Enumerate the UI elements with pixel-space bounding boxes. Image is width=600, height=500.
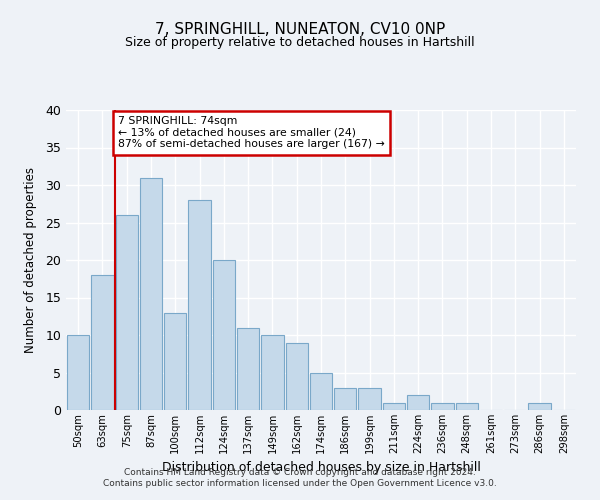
Text: 7 SPRINGHILL: 74sqm
← 13% of detached houses are smaller (24)
87% of semi-detach: 7 SPRINGHILL: 74sqm ← 13% of detached ho… [118, 116, 385, 149]
Bar [334, 388, 356, 410]
Text: Contains HM Land Registry data © Crown copyright and database right 2024.
Contai: Contains HM Land Registry data © Crown c… [103, 468, 497, 487]
Bar [91, 275, 113, 410]
Bar [358, 388, 381, 410]
Text: 7, SPRINGHILL, NUNEATON, CV10 0NP: 7, SPRINGHILL, NUNEATON, CV10 0NP [155, 22, 445, 38]
Bar [529, 402, 551, 410]
X-axis label: Distribution of detached houses by size in Hartshill: Distribution of detached houses by size … [161, 462, 481, 474]
Bar [261, 335, 284, 410]
Bar [383, 402, 405, 410]
Bar [140, 178, 162, 410]
Text: Size of property relative to detached houses in Hartshill: Size of property relative to detached ho… [125, 36, 475, 49]
Bar [237, 328, 259, 410]
Bar [455, 402, 478, 410]
Bar [407, 395, 430, 410]
Bar [116, 215, 138, 410]
Bar [212, 260, 235, 410]
Bar [310, 372, 332, 410]
Bar [286, 342, 308, 410]
Bar [67, 335, 89, 410]
Bar [188, 200, 211, 410]
Bar [164, 312, 187, 410]
Y-axis label: Number of detached properties: Number of detached properties [24, 167, 37, 353]
Bar [431, 402, 454, 410]
